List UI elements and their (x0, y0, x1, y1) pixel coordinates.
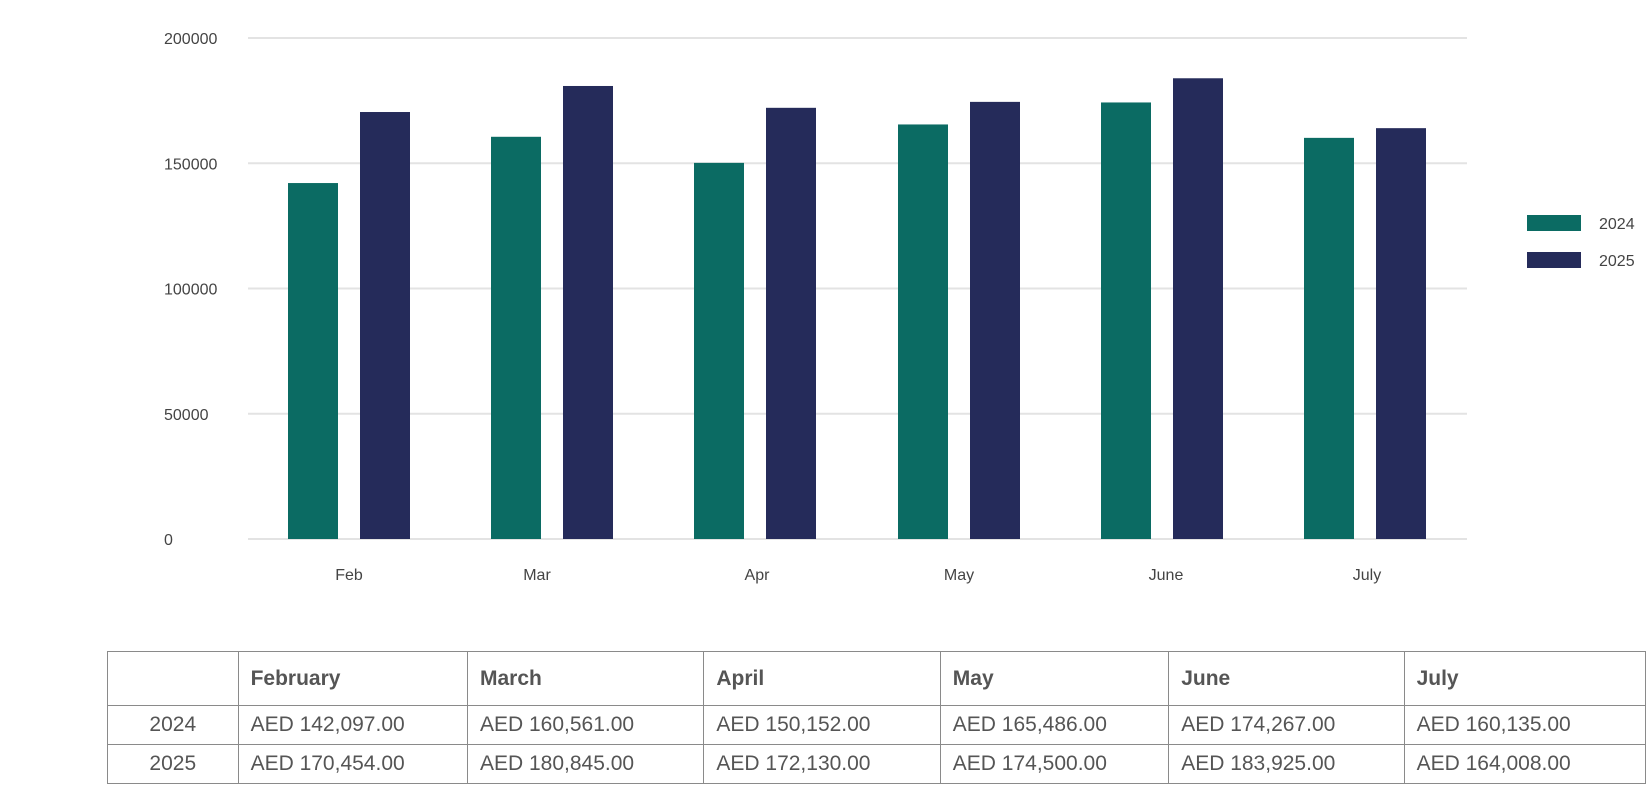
bar-2024-Feb (288, 183, 338, 540)
table-cell: AED 160,135.00 (1403, 705, 1646, 745)
y-tick-label: 200000 (164, 31, 217, 48)
grid-lines (248, 37, 1467, 540)
table-cell: AED 174,267.00 (1168, 705, 1405, 745)
table-cell: AED 183,925.00 (1168, 744, 1405, 784)
x-tick-label: May (944, 567, 974, 584)
table-cell: AED 172,130.00 (703, 744, 941, 784)
table-header-cell: February (237, 651, 468, 706)
table-header-row: February March April May June July (107, 651, 1646, 706)
table-cell: AED 170,454.00 (237, 744, 468, 784)
data-table: February March April May June July 2024 … (107, 651, 1646, 784)
bar-2025-June (1173, 78, 1223, 539)
table-header-cell: April (703, 651, 941, 706)
table-cell: AED 150,152.00 (703, 705, 941, 745)
table-cell: AED 160,561.00 (466, 705, 705, 745)
bar-2024-June (1101, 102, 1151, 539)
table-row: 2024 AED 142,097.00 AED 160,561.00 AED 1… (107, 705, 1646, 745)
bar-2025-Mar (563, 85, 613, 539)
legend: 2024 2025 (1527, 215, 1635, 270)
table-cell: AED 174,500.00 (939, 744, 1170, 784)
legend-label: 2024 (1599, 216, 1635, 233)
table-cell: AED 142,097.00 (237, 705, 468, 745)
table-cell: AED 180,845.00 (466, 744, 705, 784)
table-header-cell: May (939, 651, 1170, 706)
bar-2025-Feb (360, 112, 410, 540)
bar-chart: 0 50000 100000 150000 200000 Feb Mar Apr May Jun… (164, 31, 1635, 584)
y-tick-label: 0 (164, 532, 173, 549)
table-header-cell: June (1168, 651, 1405, 706)
x-tick-label: Apr (745, 567, 771, 584)
table-cell: AED 164,008.00 (1403, 744, 1646, 784)
y-tick-label: 150000 (164, 156, 217, 173)
legend-label: 2025 (1599, 253, 1635, 270)
table-header-cell: July (1403, 651, 1646, 706)
bar-2025-May (970, 101, 1020, 539)
x-tick-label: Feb (335, 567, 363, 584)
x-tick-label: June (1149, 567, 1184, 584)
x-tick-label: July (1353, 567, 1381, 584)
y-tick-label: 50000 (164, 407, 209, 424)
bar-2024-Mar (491, 136, 541, 540)
bar-2024-Apr (694, 162, 744, 539)
x-tick-label: Mar (523, 567, 551, 584)
bar-2024-May (898, 124, 948, 539)
bar-2025-Apr (766, 107, 816, 540)
table-header-cell: March (466, 651, 705, 706)
y-axis-ticks: 0 50000 100000 150000 200000 (164, 31, 217, 549)
legend-swatch-2025 (1527, 252, 1581, 268)
bar-2025-July (1376, 128, 1426, 539)
table-cell: AED 165,486.00 (939, 705, 1170, 745)
table-row-label: 2025 (107, 744, 239, 784)
legend-swatch-2024 (1527, 215, 1581, 231)
bars (288, 78, 1426, 540)
table-header-cell (107, 651, 239, 706)
x-axis-ticks: Feb Mar Apr May June July (335, 567, 1381, 584)
bar-2024-July (1304, 137, 1354, 540)
y-tick-label: 100000 (164, 282, 217, 299)
table-row: 2025 AED 170,454.00 AED 180,845.00 AED 1… (107, 744, 1646, 784)
table-row-label: 2024 (107, 705, 239, 745)
